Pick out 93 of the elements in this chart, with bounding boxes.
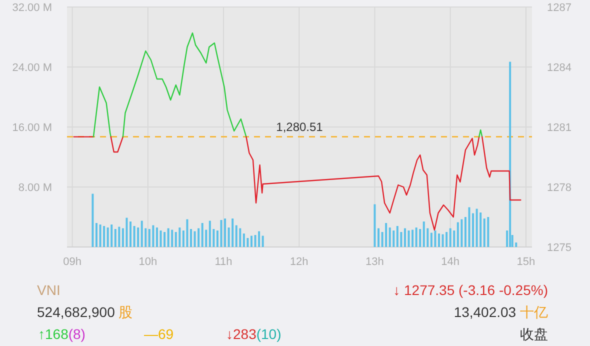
bar xyxy=(126,218,128,247)
bar xyxy=(456,222,459,247)
bar xyxy=(152,225,154,247)
text: 收盘 xyxy=(520,326,548,342)
bar xyxy=(99,224,102,247)
y-tick-label: 24.00 M xyxy=(12,62,52,74)
bar xyxy=(133,226,136,247)
text: ↓283 xyxy=(226,326,257,342)
x-tick-label: 09h xyxy=(63,256,82,268)
y2-tick-label: 1275 xyxy=(547,242,572,254)
bar xyxy=(114,229,116,247)
bar xyxy=(130,222,132,247)
bar xyxy=(235,225,238,247)
bar xyxy=(415,228,418,247)
bar xyxy=(388,228,391,247)
bar xyxy=(480,212,482,247)
bar xyxy=(468,207,470,247)
bar xyxy=(509,62,512,247)
bar xyxy=(171,230,174,247)
x-tick-label: 10h xyxy=(138,256,158,268)
bar xyxy=(412,230,414,247)
bar xyxy=(250,236,252,247)
x-tick-label: 13h xyxy=(366,256,384,268)
bar xyxy=(378,228,380,247)
bar xyxy=(160,230,162,247)
text: ↑168 xyxy=(38,326,69,342)
text: (8) xyxy=(68,326,86,342)
bar xyxy=(385,223,388,247)
bar xyxy=(220,220,222,247)
bar xyxy=(419,229,422,247)
bar xyxy=(95,223,98,247)
bar xyxy=(186,219,188,247)
text: 524,682,900 xyxy=(37,304,116,320)
bar xyxy=(258,231,260,247)
ref-line-label: 1,280.51 xyxy=(276,120,324,134)
bar xyxy=(178,228,181,247)
bar xyxy=(396,226,398,247)
bar xyxy=(422,222,425,247)
y2-tick-label: 1278 xyxy=(547,182,572,194)
bar xyxy=(194,231,196,247)
bar xyxy=(167,228,170,247)
bar xyxy=(404,228,406,247)
bar xyxy=(198,228,200,247)
bar xyxy=(242,234,245,247)
y2-tick-label: 1287 xyxy=(547,2,572,14)
bar xyxy=(164,232,166,247)
text: 股 xyxy=(114,304,133,320)
bar xyxy=(106,228,109,247)
bar xyxy=(208,220,211,247)
bar xyxy=(460,219,463,247)
y-tick-label: 16.00 M xyxy=(12,122,52,134)
y-tick-label: 32.00 M xyxy=(12,2,52,14)
x-tick-label: 12h xyxy=(290,256,308,268)
bar xyxy=(430,232,432,247)
bar xyxy=(156,228,158,247)
bar xyxy=(487,217,490,247)
text: —69 xyxy=(144,326,174,342)
bar xyxy=(392,230,395,247)
x-tick-label: 11h xyxy=(214,256,232,268)
y-tick-label: 8.00 M xyxy=(18,182,52,194)
bar xyxy=(103,226,106,247)
bar xyxy=(110,224,113,247)
bar xyxy=(239,228,242,247)
bar xyxy=(476,208,478,247)
bar xyxy=(140,220,143,247)
bar xyxy=(472,213,474,247)
text: (10) xyxy=(256,326,282,342)
bar xyxy=(453,230,456,247)
bar xyxy=(446,232,448,247)
text: 13,402.03 xyxy=(454,304,516,320)
bar xyxy=(137,228,140,247)
bar xyxy=(434,230,436,247)
text: VNI xyxy=(37,282,60,298)
bar xyxy=(408,230,410,247)
bar xyxy=(232,218,234,247)
bar xyxy=(224,218,226,247)
bar xyxy=(442,234,444,247)
bar xyxy=(92,194,94,247)
bar xyxy=(438,234,440,247)
bar xyxy=(148,229,150,247)
bar xyxy=(374,204,376,247)
bar xyxy=(483,218,486,247)
bar xyxy=(449,228,452,247)
bar xyxy=(118,226,120,247)
bar xyxy=(262,236,264,247)
bar xyxy=(190,229,192,247)
y2-tick-label: 1281 xyxy=(547,122,572,134)
bar xyxy=(201,223,204,247)
y2-tick-label: 1284 xyxy=(547,62,572,74)
x-tick-label: 14h xyxy=(441,256,460,268)
text: ↓ 1277.35 (-3.16 -0.25%) xyxy=(393,282,548,298)
text: 十亿 xyxy=(516,304,548,320)
x-tick-label: 15h xyxy=(516,256,536,268)
